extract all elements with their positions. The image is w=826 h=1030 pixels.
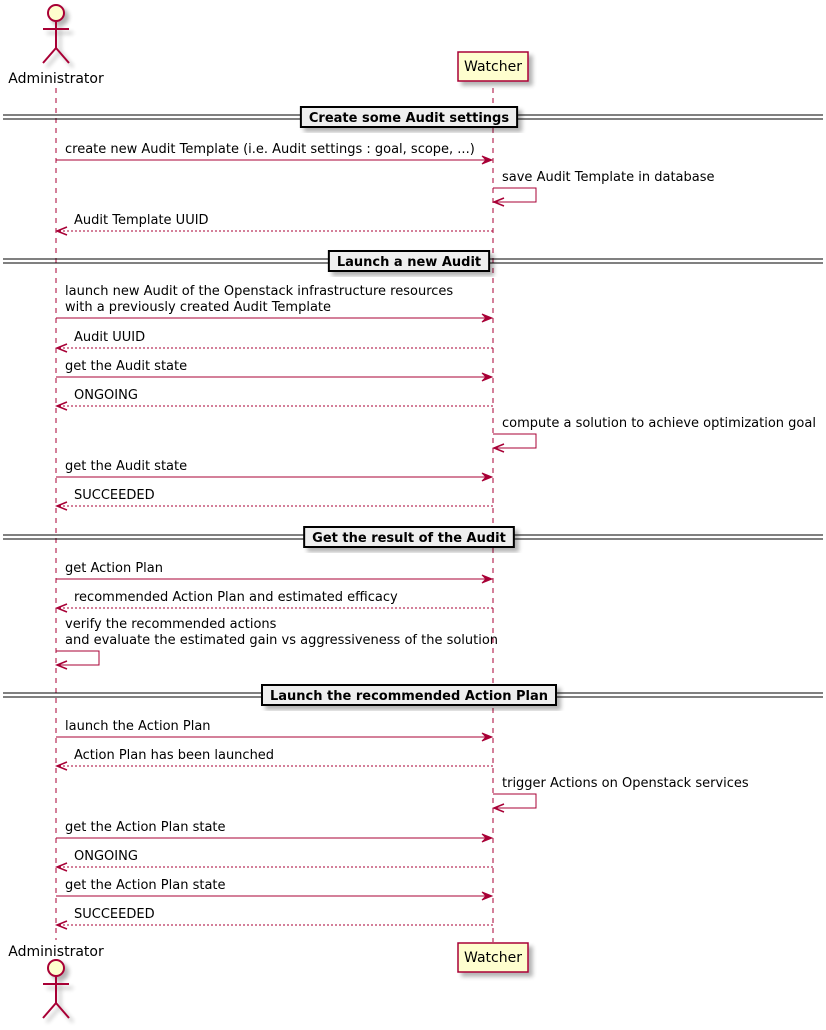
message-label: save Audit Template in database — [502, 170, 715, 185]
self-message: save Audit Template in database — [491, 170, 715, 207]
message-arrow — [56, 650, 100, 666]
message-label: and evaluate the estimated gain vs aggre… — [65, 633, 498, 648]
message-label: get the Audit state — [65, 459, 187, 474]
arrowhead — [481, 891, 494, 901]
actor-head — [47, 959, 65, 977]
arrowhead — [481, 833, 494, 843]
actor-label: Administrator — [8, 71, 104, 87]
message-label: recommended Action Plan and estimated ef… — [74, 590, 398, 605]
message-label: Audit Template UUID — [74, 213, 209, 228]
message-label: SUCCEEDED — [74, 907, 155, 922]
message-label: SUCCEEDED — [74, 488, 155, 503]
message-arrow — [493, 187, 537, 203]
participant-label: Watcher — [464, 950, 522, 966]
message: get the Action Plan state — [56, 820, 494, 843]
group-separator: Launch the recommended Action Plan — [3, 684, 823, 706]
arrowhead — [491, 197, 505, 207]
return-message: SUCCEEDED — [54, 488, 493, 511]
message-label: compute a solution to achieve optimizati… — [502, 416, 816, 431]
actor-stick-figure-icon — [42, 4, 70, 64]
arrowhead — [54, 920, 68, 930]
message: create new Audit Template (i.e. Audit se… — [56, 142, 494, 165]
message: launch the Action Plan — [56, 719, 494, 742]
message: launch new Audit of the Openstack infras… — [56, 284, 494, 323]
return-message: ONGOING — [54, 849, 493, 872]
actor-top: Administrator — [8, 4, 104, 87]
arrowhead — [491, 443, 505, 453]
message: get the Audit state — [56, 359, 494, 382]
separator-box — [327, 250, 491, 272]
arrowhead — [481, 732, 494, 742]
message-label: with a previously created Audit Template — [65, 300, 331, 315]
return-message: Audit Template UUID — [54, 213, 493, 236]
actor-bottom: Administrator — [8, 944, 104, 1019]
arrowhead — [54, 401, 68, 411]
arrowhead — [54, 603, 68, 613]
separator-label: Launch a new Audit — [337, 255, 481, 270]
arrowhead — [481, 574, 494, 584]
separator-box — [260, 684, 558, 706]
message-label: launch new Audit of the Openstack infras… — [65, 284, 453, 299]
message-label: Audit UUID — [74, 330, 145, 345]
separator-label: Get the result of the Audit — [312, 531, 506, 546]
arrowhead — [54, 226, 68, 236]
message-label: create new Audit Template (i.e. Audit se… — [65, 142, 475, 157]
group-separator: Create some Audit settings — [3, 106, 823, 128]
self-message: trigger Actions on Openstack services — [491, 776, 749, 813]
separator-box — [303, 526, 515, 548]
actor-leg — [55, 47, 70, 64]
arrowhead — [481, 472, 494, 482]
separator-box — [299, 106, 519, 128]
arrowhead — [54, 660, 68, 670]
arrowhead — [481, 372, 494, 382]
participant-label: Watcher — [464, 59, 522, 75]
message-arrow — [493, 793, 537, 809]
return-message: Action Plan has been launched — [54, 748, 493, 771]
message-label: Action Plan has been launched — [74, 748, 274, 763]
message-label: get the Audit state — [65, 359, 187, 374]
message-label: ONGOING — [74, 849, 138, 864]
message: get Action Plan — [56, 561, 494, 584]
actor-head — [47, 4, 65, 22]
message-label: launch the Action Plan — [65, 719, 211, 734]
arrowhead — [481, 155, 494, 165]
return-message: recommended Action Plan and estimated ef… — [54, 590, 493, 613]
message-label: get Action Plan — [65, 561, 163, 576]
self-message: compute a solution to achieve optimizati… — [491, 416, 816, 453]
message-label: trigger Actions on Openstack services — [502, 776, 749, 791]
participant-box — [457, 942, 529, 973]
participant-box — [457, 51, 529, 82]
actor-leg — [42, 1002, 57, 1019]
message-arrow — [493, 433, 537, 449]
separator-label: Create some Audit settings — [309, 111, 509, 126]
group-separator: Get the result of the Audit — [3, 526, 823, 548]
arrowhead — [54, 501, 68, 511]
message-label: verify the recommended actions — [65, 617, 277, 632]
return-message: SUCCEEDED — [54, 907, 493, 930]
participant-bottom: Watcher — [457, 942, 529, 973]
actor-leg — [42, 47, 57, 64]
message: get the Action Plan state — [56, 878, 494, 901]
arrowhead — [54, 343, 68, 353]
return-message: Audit UUID — [54, 330, 493, 353]
participant-top: Watcher — [457, 51, 529, 82]
actor-leg — [55, 1002, 70, 1019]
actor-stick-figure-icon — [42, 959, 70, 1019]
return-message: ONGOING — [54, 388, 493, 411]
message-label: get the Action Plan state — [65, 878, 226, 893]
message: get the Audit state — [56, 459, 494, 482]
message-label: get the Action Plan state — [65, 820, 226, 835]
actor-label: Administrator — [8, 944, 104, 960]
arrowhead — [481, 313, 494, 323]
separator-label: Launch the recommended Action Plan — [270, 689, 548, 704]
arrowhead — [491, 803, 505, 813]
arrowhead — [54, 761, 68, 771]
group-separator: Launch a new Audit — [3, 250, 823, 272]
arrowhead — [54, 862, 68, 872]
message-label: ONGOING — [74, 388, 138, 403]
